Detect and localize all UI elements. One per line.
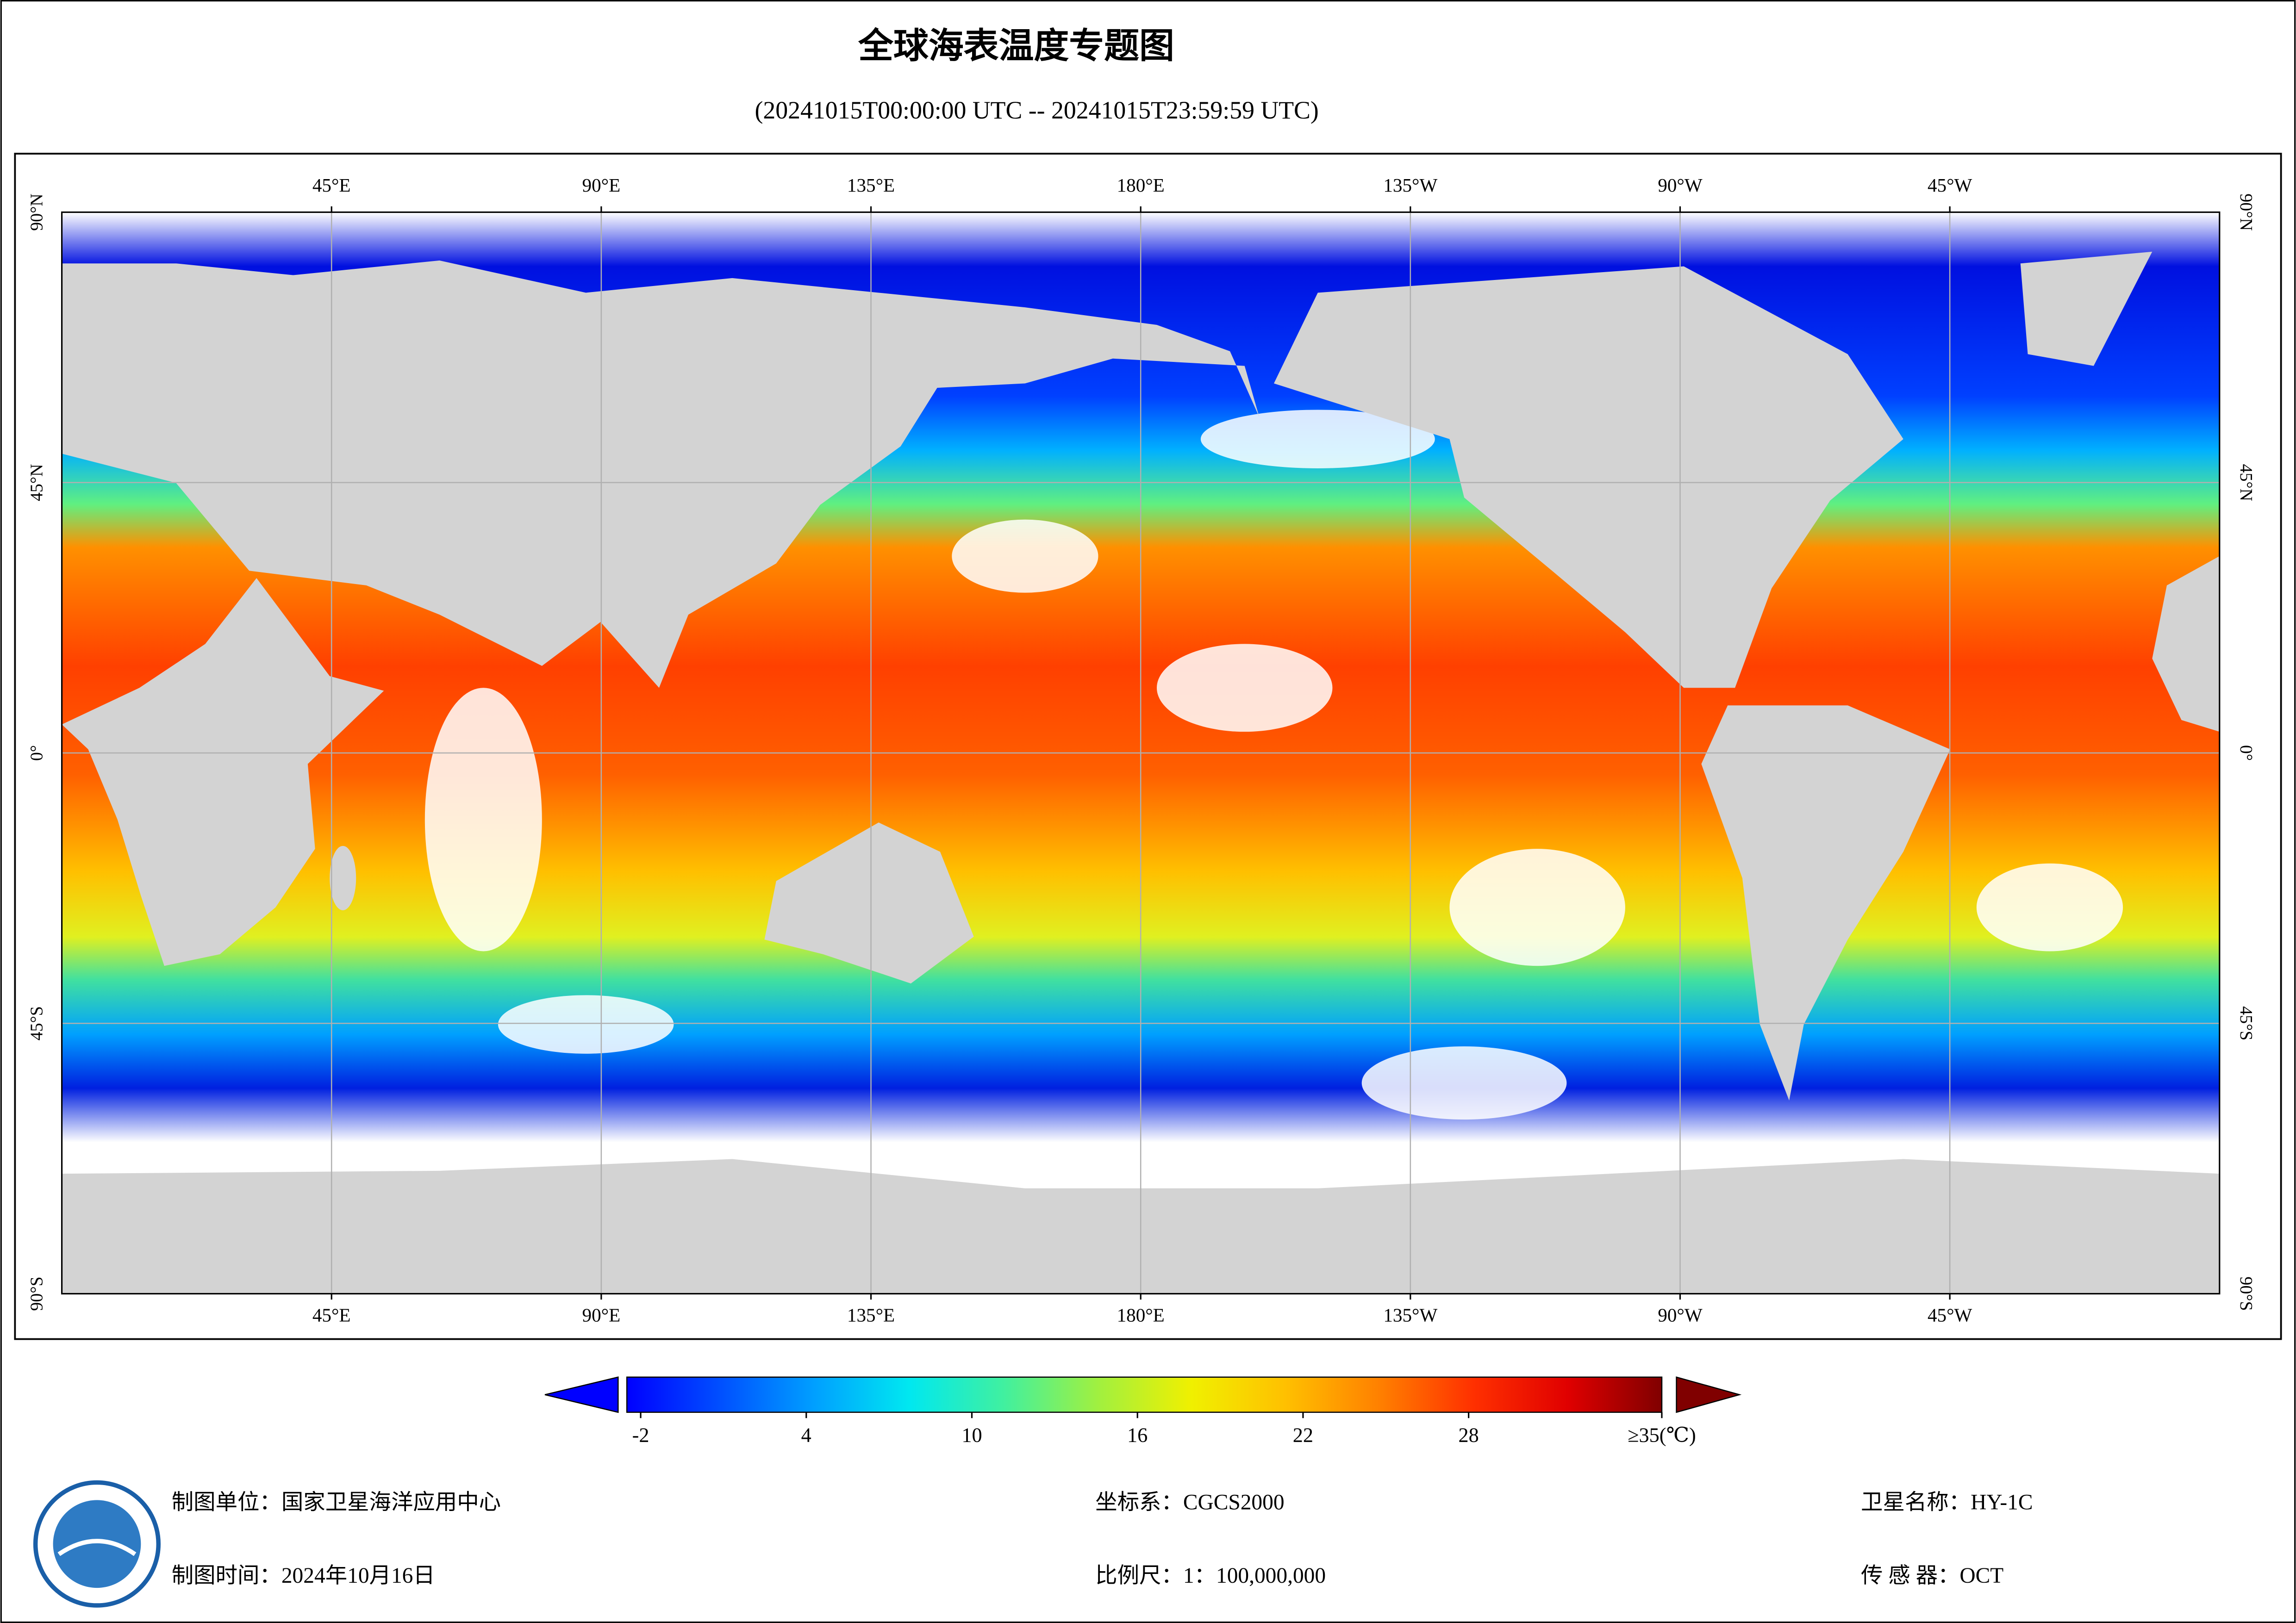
lon-label-bottom: 45°W xyxy=(1928,1305,1972,1326)
lat-label-left: 45°N xyxy=(27,464,47,502)
lon-label-top: 45°E xyxy=(312,174,351,196)
lat-label-right: 0° xyxy=(2236,745,2256,761)
lon-label-bottom: 180°E xyxy=(1117,1305,1165,1326)
lon-label-bottom: 45°E xyxy=(312,1305,351,1326)
colorbar-label: 28 xyxy=(1458,1424,1479,1447)
footer-scale: 比例尺：1：100,000,000 xyxy=(1095,1564,1326,1588)
lat-label-left: 90°N xyxy=(27,193,47,231)
lon-label-bottom: 90°W xyxy=(1658,1305,1703,1326)
colorbar-arrow-high xyxy=(1676,1376,1742,1413)
lon-label-top: 90°W xyxy=(1658,174,1703,196)
subtitle: (20241015T00:00:00 UTC -- 20241015T23:59… xyxy=(755,96,1319,124)
colorbar-arrow-low xyxy=(544,1376,619,1413)
footer-time: 制图时间：2024年10月16日 xyxy=(172,1564,435,1588)
lat-label-left: 0° xyxy=(27,745,47,761)
map-frame xyxy=(14,153,2282,1340)
colorbar-label: ≥35(℃) xyxy=(1628,1424,1696,1447)
lat-label-left: 90°S xyxy=(27,1276,47,1311)
lon-label-bottom: 90°E xyxy=(582,1305,621,1326)
lon-label-top: 135°W xyxy=(1383,174,1437,196)
lon-label-top: 90°E xyxy=(582,174,621,196)
lon-label-bottom: 135°E xyxy=(847,1305,895,1326)
logo xyxy=(33,1480,161,1608)
map-border xyxy=(61,211,2221,1295)
colorbar xyxy=(626,1376,1663,1413)
lat-label-right: 90°S xyxy=(2236,1276,2256,1311)
lat-label-right: 90°N xyxy=(2236,193,2256,231)
footer-crs: 坐标系：CGCS2000 xyxy=(1095,1491,1284,1515)
lon-label-top: 135°E xyxy=(847,174,895,196)
lon-label-top: 180°E xyxy=(1117,174,1165,196)
colorbar-label: 10 xyxy=(961,1424,982,1447)
footer-satellite: 卫星名称：HY-1C xyxy=(1861,1491,2033,1515)
lon-label-bottom: 135°W xyxy=(1383,1305,1437,1326)
lat-label-right: 45°S xyxy=(2236,1006,2256,1040)
title: 全球海表温度专题图 xyxy=(858,27,1174,66)
colorbar-label: -2 xyxy=(632,1424,649,1447)
footer-unit: 制图单位：国家卫星海洋应用中心 xyxy=(172,1491,501,1515)
colorbar-label: 4 xyxy=(801,1424,811,1447)
colorbar-label: 16 xyxy=(1127,1424,1148,1447)
colorbar-label: 22 xyxy=(1293,1424,1313,1447)
clouds xyxy=(424,410,2123,1120)
lat-label-left: 45°S xyxy=(27,1006,47,1040)
lon-label-top: 45°W xyxy=(1928,174,1972,196)
lat-label-right: 45°N xyxy=(2236,464,2256,502)
footer-sensor: 传 感 器：OCT xyxy=(1861,1564,2003,1588)
